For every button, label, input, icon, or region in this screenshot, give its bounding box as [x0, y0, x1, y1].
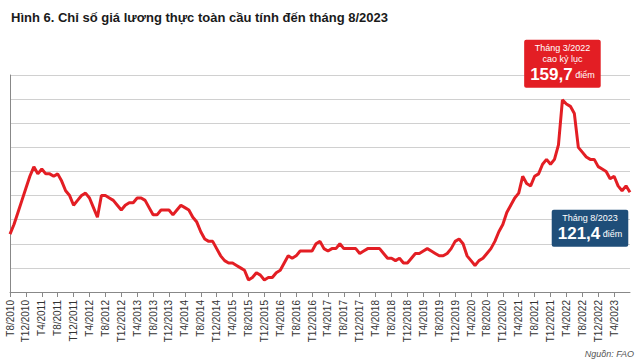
svg-text:T8/2010: T8/2010 [5, 300, 16, 337]
svg-text:T8/2019: T8/2019 [434, 300, 445, 337]
svg-text:T12/2013: T12/2013 [163, 300, 174, 343]
svg-text:T8/2014: T8/2014 [195, 300, 206, 337]
svg-text:159,7: 159,7 [530, 65, 573, 84]
svg-text:T4/2019: T4/2019 [418, 300, 429, 337]
svg-text:T8/2011: T8/2011 [52, 300, 63, 336]
svg-text:T12/2022: T12/2022 [593, 300, 604, 343]
svg-text:Nguồn: FAO: Nguồn: FAO [585, 349, 634, 359]
svg-text:T12/2021: T12/2021 [545, 300, 556, 343]
svg-text:T4/2016: T4/2016 [275, 300, 286, 337]
svg-text:T12/2010: T12/2010 [20, 300, 31, 343]
svg-text:T12/2018: T12/2018 [402, 300, 413, 343]
svg-text:T8/2012: T8/2012 [100, 300, 111, 337]
svg-text:T12/2017: T12/2017 [354, 300, 365, 343]
svg-text:121,4: 121,4 [558, 224, 601, 243]
svg-text:T4/2014: T4/2014 [179, 300, 190, 337]
svg-text:T8/2016: T8/2016 [291, 300, 302, 337]
svg-text:T4/2011: T4/2011 [36, 300, 47, 336]
svg-text:T4/2020: T4/2020 [466, 300, 477, 337]
svg-text:T4/2021: T4/2021 [513, 300, 524, 337]
svg-text:T4/2015: T4/2015 [227, 300, 238, 337]
svg-text:T4/2013: T4/2013 [132, 300, 143, 337]
svg-text:điểm: điểm [600, 229, 622, 239]
svg-text:T4/2022: T4/2022 [561, 300, 572, 337]
svg-text:cao kỷ lục: cao kỷ lục [542, 54, 583, 64]
svg-text:T4/2018: T4/2018 [370, 300, 381, 337]
svg-text:T8/2022: T8/2022 [577, 300, 588, 337]
svg-text:T12/2014: T12/2014 [211, 300, 222, 343]
svg-text:T8/2021: T8/2021 [529, 300, 540, 337]
svg-text:Tháng 3/2022: Tháng 3/2022 [535, 43, 591, 53]
svg-text:T12/2015: T12/2015 [259, 300, 270, 343]
svg-text:T8/2020: T8/2020 [481, 300, 492, 337]
svg-text:T8/2017: T8/2017 [338, 300, 349, 337]
svg-text:T4/2017: T4/2017 [322, 300, 333, 337]
svg-text:T8/2013: T8/2013 [148, 300, 159, 337]
svg-text:Hình 6. Chỉ số giá lương thực: Hình 6. Chỉ số giá lương thực toàn cầu t… [11, 10, 388, 25]
svg-text:T12/2012: T12/2012 [116, 300, 127, 343]
svg-text:Tháng 8/2023: Tháng 8/2023 [562, 213, 618, 223]
svg-text:T12/2019: T12/2019 [450, 300, 461, 343]
svg-text:điểm: điểm [573, 70, 595, 80]
svg-text:T4/2023: T4/2023 [609, 300, 620, 337]
svg-text:T12/2020: T12/2020 [497, 300, 508, 343]
svg-text:T12/2016: T12/2016 [307, 300, 318, 343]
svg-text:T4/2012: T4/2012 [84, 300, 95, 337]
svg-text:T8/2018: T8/2018 [386, 300, 397, 337]
svg-text:T8/2015: T8/2015 [243, 300, 254, 337]
svg-text:T12/2011: T12/2011 [68, 300, 79, 342]
